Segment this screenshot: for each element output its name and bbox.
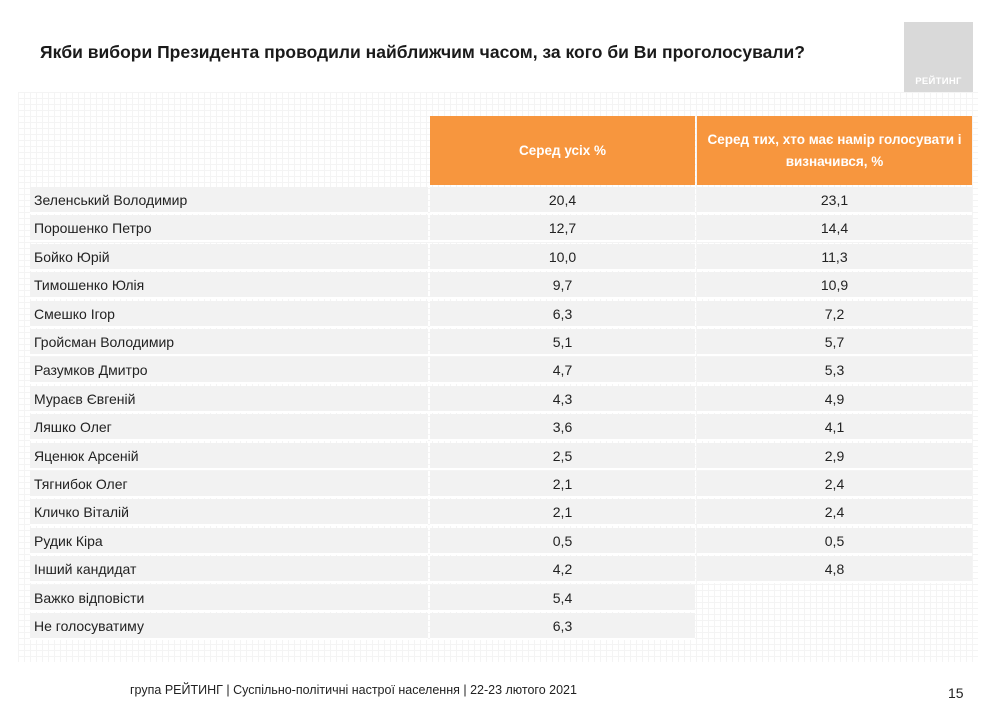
- candidate-name: Інший кандидат: [30, 556, 428, 584]
- candidate-name: Разумков Дмитро: [30, 357, 428, 385]
- candidate-name: Рудик Кіра: [30, 527, 428, 555]
- value-decided: 11,3: [697, 243, 972, 271]
- candidate-name: Гройсман Володимир: [30, 329, 428, 356]
- candidate-name: Тягнибок Олег: [30, 471, 428, 498]
- value-all: 5,1: [430, 329, 695, 356]
- value-decided: 4,8: [697, 556, 972, 584]
- page-number: 15: [948, 685, 964, 701]
- value-decided: 2,4: [697, 499, 972, 527]
- candidate-name: Не голосуватиму: [30, 613, 428, 640]
- value-decided: 23,1: [697, 187, 972, 214]
- candidate-name: Важко відповісти: [30, 584, 428, 612]
- value-all: 2,5: [430, 442, 695, 470]
- value-decided: 0,5: [697, 527, 972, 555]
- value-decided: 2,4: [697, 471, 972, 498]
- value-all: 4,7: [430, 357, 695, 385]
- value-decided: 4,1: [697, 414, 972, 442]
- candidate-name: Смешко Ігор: [30, 300, 428, 328]
- candidate-name: Порошенко Петро: [30, 215, 428, 243]
- column-header-all: Серед усіх %: [430, 116, 695, 185]
- value-all: 12,7: [430, 215, 695, 243]
- candidate-name: Тимошенко Юлія: [30, 272, 428, 300]
- value-all: 0,5: [430, 527, 695, 555]
- candidate-name: Бойко Юрій: [30, 243, 428, 271]
- value-all: 9,7: [430, 272, 695, 300]
- candidate-name: Кличко Віталій: [30, 499, 428, 527]
- value-all: 6,3: [430, 300, 695, 328]
- candidate-name: Мураєв Євгеній: [30, 385, 428, 413]
- value-all: 2,1: [430, 499, 695, 527]
- candidate-name: Зеленський Володимир: [30, 187, 428, 214]
- page-title: Якби вибори Президента проводили найближ…: [40, 42, 805, 62]
- value-all: 6,3: [430, 613, 695, 640]
- value-decided: 14,4: [697, 215, 972, 243]
- rating-logo: РЕЙТИНГ: [904, 22, 973, 92]
- value-all: 2,1: [430, 471, 695, 498]
- logo-text: РЕЙТИНГ: [915, 76, 962, 87]
- value-decided: 4,9: [697, 385, 972, 413]
- value-all: 3,6: [430, 414, 695, 442]
- value-all: 10,0: [430, 243, 695, 271]
- value-decided: 10,9: [697, 272, 972, 300]
- value-decided: 2,9: [697, 442, 972, 470]
- value-all: 4,3: [430, 385, 695, 413]
- candidate-name: Ляшко Олег: [30, 414, 428, 442]
- value-all: 5,4: [430, 584, 695, 612]
- value-decided: 5,3: [697, 357, 972, 385]
- column-header-decided: Серед тих, хто має намір голосувати і ви…: [697, 116, 972, 185]
- footer-text: група РЕЙТИНГ | Суспільно-політичні наст…: [130, 683, 577, 697]
- value-all: 20,4: [430, 187, 695, 214]
- value-all: 4,2: [430, 556, 695, 584]
- value-decided: 5,7: [697, 329, 972, 356]
- candidate-name: Яценюк Арсеній: [30, 442, 428, 470]
- value-decided: 7,2: [697, 300, 972, 328]
